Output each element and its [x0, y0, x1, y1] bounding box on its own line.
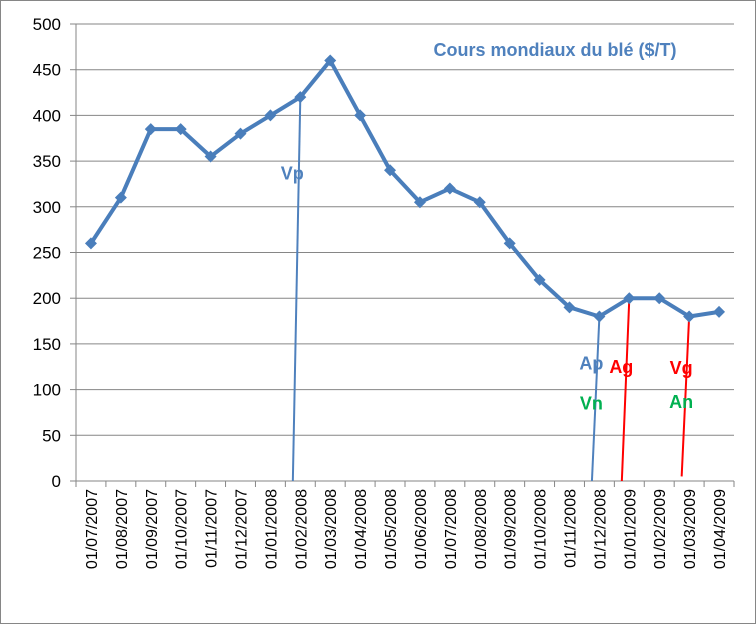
x-tick-label: 01/12/2007	[234, 489, 251, 569]
x-tick-label: 01/07/2007	[84, 489, 101, 569]
annotation-label: Ap	[579, 353, 603, 373]
y-tick-label: 200	[33, 289, 61, 308]
gridlines	[76, 23, 734, 436]
x-tick-label: 01/12/2008	[592, 489, 609, 569]
x-tick-label: 01/11/2008	[563, 489, 580, 568]
y-tick-label: 350	[33, 152, 61, 171]
annotation-label: An	[669, 392, 693, 412]
x-tick-label: 01/03/2008	[323, 489, 340, 569]
data-point	[593, 310, 606, 323]
data-point	[174, 123, 187, 136]
data-point	[563, 301, 576, 314]
annotation-label: Vp	[281, 163, 304, 183]
x-tick-label: 01/05/2008	[383, 489, 400, 569]
y-tick-label: 450	[33, 61, 61, 80]
data-point	[264, 109, 277, 122]
chart-title: Cours mondiaux du blé ($/T)	[433, 40, 676, 60]
data-point	[324, 54, 337, 67]
x-tick-label: 01/11/2007	[204, 489, 221, 568]
y-tick-label: 250	[33, 244, 61, 263]
data-point	[354, 109, 367, 122]
x-tick-label: 01/08/2008	[473, 489, 490, 569]
data-point	[443, 182, 456, 195]
annotations: Vp Ap Vn Ag Vg An	[281, 97, 693, 482]
data-point	[713, 305, 726, 318]
data-point	[114, 191, 127, 204]
y-tick-label: 100	[33, 381, 61, 400]
data-point	[294, 91, 307, 104]
annotation-line	[620, 298, 631, 482]
data-point	[473, 196, 486, 209]
x-tick-label: 01/01/2008	[263, 489, 280, 569]
data-point	[653, 292, 666, 305]
x-tick-label: 01/02/2009	[652, 489, 669, 569]
x-tick-label: 01/07/2008	[443, 489, 460, 569]
data-point	[623, 292, 636, 305]
annotation-label: Vn	[580, 394, 603, 414]
data-point	[84, 237, 97, 250]
x-tick-label: 01/09/2007	[144, 489, 161, 569]
data-point	[683, 310, 696, 323]
data-point	[384, 164, 397, 177]
series	[84, 54, 726, 323]
x-tick-label: 01/04/2008	[353, 489, 370, 569]
x-tick-label: 01/06/2008	[413, 489, 430, 569]
x-tick-label: 01/08/2007	[114, 489, 131, 569]
annotation-label: Vg	[670, 358, 693, 378]
y-axis-ticks: 0 50 100 150 200 250 300 350 400 450 500	[33, 15, 61, 491]
axes	[70, 23, 735, 487]
y-tick-label: 0	[52, 472, 61, 491]
data-point	[204, 150, 217, 163]
annotation-line	[680, 316, 691, 477]
data-point	[144, 123, 157, 136]
annotation-line	[590, 316, 601, 482]
x-tick-label: 01/10/2008	[533, 489, 550, 569]
annotation-line	[291, 97, 302, 482]
x-tick-label: 01/02/2008	[293, 489, 310, 569]
x-axis-ticks: 01/07/2007 01/08/2007 01/09/2007 01/10/2007…	[84, 489, 729, 569]
annotation-label: Ag	[609, 357, 633, 377]
y-tick-label: 50	[42, 426, 61, 445]
data-point	[533, 273, 546, 286]
x-tick-label: 01/10/2007	[174, 489, 191, 569]
y-tick-label: 500	[33, 15, 61, 34]
x-tick-label: 01/09/2008	[503, 489, 520, 569]
x-tick-label: 01/03/2009	[682, 489, 699, 569]
y-tick-label: 150	[33, 335, 61, 354]
y-tick-label: 400	[33, 106, 61, 125]
data-point	[234, 127, 247, 140]
x-tick-label: 01/01/2009	[622, 489, 639, 569]
series-line	[89, 58, 720, 319]
data-point	[503, 237, 516, 250]
data-point	[413, 196, 426, 209]
x-tick-label: 01/04/2009	[712, 489, 729, 569]
y-tick-label: 300	[33, 198, 61, 217]
